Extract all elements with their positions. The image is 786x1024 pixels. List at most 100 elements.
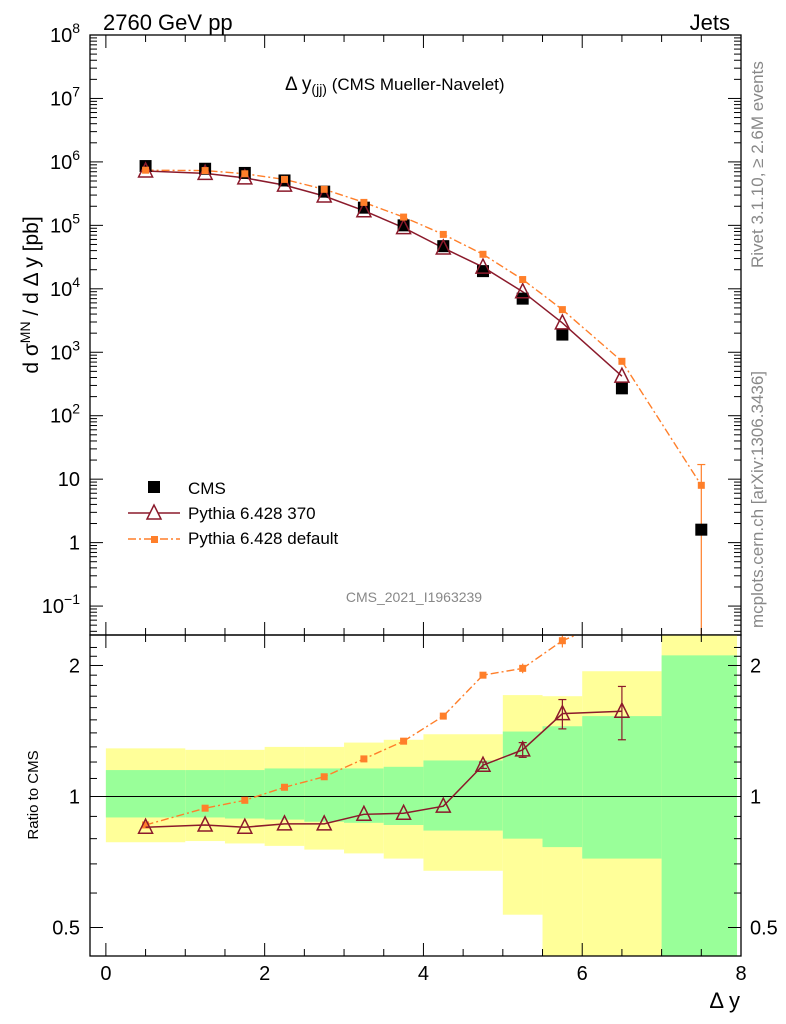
x-tick-label: 6 [577, 963, 588, 985]
inner-uncertainty-band [661, 655, 738, 956]
ratio-point-pythia-default [320, 773, 328, 781]
pythia-default-point [479, 250, 487, 258]
ratio-y-tick-label-right: 0.5 [750, 917, 778, 939]
pythia-default-point [439, 230, 447, 238]
y-tick-label: 104 [50, 274, 80, 301]
pythia-default-point [697, 481, 705, 489]
ratio-point-pythia-370 [355, 804, 373, 822]
ratio-marks [137, 612, 631, 834]
ratio-point-pythia-370 [137, 817, 154, 834]
ratio-y-tick-label-right: 1 [750, 786, 761, 808]
header-right: Jets [690, 10, 730, 35]
y-tick-label: 10 [58, 469, 80, 491]
ratio-point-pythia-default [479, 671, 487, 679]
legend-marker-pythia-370 [145, 503, 163, 520]
analysis-tag: CMS_2021_I1963239 [346, 589, 482, 605]
x-tick-label: 8 [735, 963, 746, 985]
inner-uncertainty-band [105, 770, 186, 818]
cms-point [695, 523, 708, 536]
legend-entry-pythia-370: Pythia 6.428 370 [128, 503, 316, 523]
legend-marker-pythia-default [151, 536, 158, 543]
y-tick-label: 102 [50, 401, 80, 428]
x-tick-labels: 0 2 4 6 8 [100, 963, 746, 985]
ratio-y-tick-label-right: 2 [750, 655, 761, 677]
legend-label-pythia-default: Pythia 6.428 default [188, 529, 339, 548]
cms-point [476, 265, 489, 278]
ratio-point-pythia-default [618, 612, 625, 619]
legend-label-pythia-370: Pythia 6.428 370 [188, 504, 316, 523]
inner-uncertainty-band [383, 766, 424, 825]
legend: CMS Pythia 6.428 370 Pythia 6.428 defaul… [128, 479, 339, 548]
ratio-point-pythia-370 [613, 701, 631, 718]
pythia-default-point [519, 276, 527, 284]
y-tick-label: 1 [69, 533, 80, 555]
x-tick-label: 0 [100, 963, 111, 985]
pythia-370-point [315, 186, 333, 203]
ratio-point-pythia-default [241, 796, 249, 804]
main-marks [137, 160, 708, 635]
pythia-default-point [201, 167, 209, 175]
pythia-370-point [395, 217, 412, 235]
ratio-point-pythia-370 [395, 803, 412, 821]
ratio-y-tick-label: 1 [69, 786, 80, 808]
title-rest: (CMS Mueller-Navelet) [327, 75, 505, 94]
inner-uncertainty-band [542, 726, 583, 848]
ratio-point-pythia-370 [315, 814, 333, 831]
y-tick-label: 107 [50, 83, 80, 110]
ratio-frame [89, 634, 742, 957]
pythia-default-point [400, 213, 408, 221]
ratio-point-pythia-default [400, 737, 408, 745]
series-line-pythia-370 [145, 170, 623, 377]
pythia-default-point [360, 198, 368, 206]
ratio-point-pythia-370 [435, 796, 452, 813]
legend-label-cms: CMS [188, 479, 226, 498]
cms-point [397, 219, 410, 232]
ratio-point-pythia-default [142, 821, 150, 829]
cms-point [516, 292, 529, 305]
ratio-point-pythia-default [439, 712, 447, 720]
ylabel-pre: d σ [20, 343, 43, 374]
title-sub: (jj) [311, 81, 327, 97]
ratio-point-pythia-default [201, 804, 209, 812]
main-title: Δ y(jj) (CMS Mueller-Navelet) [285, 74, 505, 97]
legend-marker-cms [148, 481, 160, 493]
cms-point [615, 382, 628, 395]
pythia-370-point [474, 257, 492, 274]
header-left: 2760 GeV pp [103, 10, 233, 35]
ratio-ylabel: Ratio to CMS [25, 750, 42, 839]
main-panel: 10−1 1 10 102 103 104 105 106 107 108 Δ y(jj) (CM… [17, 20, 742, 636]
ylabel-post: / d Δ y [pb] [20, 216, 43, 321]
ratio-point-pythia-default [558, 637, 566, 645]
ratio-point-pythia-370 [514, 740, 531, 757]
y-tick-label: 103 [50, 337, 80, 364]
main-y-tick-labels: 10−1 1 10 102 103 104 105 106 107 108 [42, 20, 80, 618]
main-ylabel: d σMN / d Δ y [pb] [17, 216, 43, 373]
ratio-point-pythia-default [360, 755, 368, 763]
pythia-default-point [558, 306, 566, 314]
x-axis-label: Δ y [709, 988, 740, 1013]
ratio-ticks [90, 635, 742, 956]
ratio-point-pythia-370 [554, 703, 571, 721]
pythia-370-point [276, 175, 293, 192]
y-tick-label: 106 [50, 147, 80, 174]
series-line-pythia-default [145, 169, 702, 486]
x-tick-label: 2 [259, 963, 270, 985]
pythia-default-point [320, 185, 328, 193]
pythia-default-point [281, 175, 289, 183]
ratio-y-tick-labels: 0.5 0.5 1 1 2 2 [52, 655, 778, 939]
cms-point [556, 328, 569, 341]
ratio-point-pythia-370 [196, 815, 214, 832]
pythia-370-point [514, 282, 531, 299]
y-tick-label: 108 [50, 20, 80, 47]
title-main: Δ y [285, 74, 312, 95]
mcplots-label: mcplots.cern.ch [arXiv:1306.3436] [748, 371, 767, 628]
pythia-default-point [618, 357, 626, 365]
cms-point [437, 240, 450, 253]
inner-uncertainty-band [224, 770, 265, 819]
rivet-label: Rivet 3.1.10, ≥ 2.6M events [748, 61, 767, 268]
ratio-y-tick-label: 0.5 [52, 917, 80, 939]
pythia-default-point [241, 170, 249, 178]
pythia-370-point [355, 201, 373, 218]
ratio-panel: 0.5 0.5 1 1 2 2 0 2 4 6 8 Ratio to CMS Δ y [25, 612, 778, 1013]
